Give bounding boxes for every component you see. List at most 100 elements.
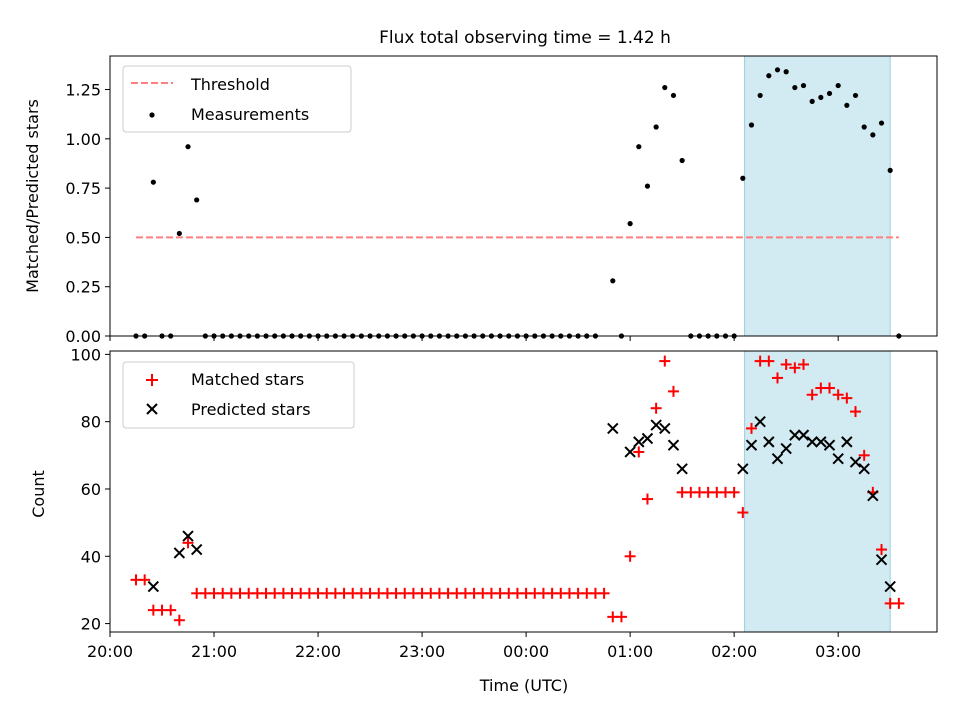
matched-star-point bbox=[780, 358, 792, 370]
top-y-ticks: 0.00 0.25 0.50 0.75 1.00 1.25 bbox=[65, 81, 110, 346]
measurement-point bbox=[826, 90, 833, 97]
figure-title: Flux total observing time = 1.42 h bbox=[379, 28, 671, 48]
measurement-point bbox=[774, 67, 781, 73]
predicted-star-point bbox=[659, 422, 671, 435]
legend-predicted-swatch bbox=[146, 403, 158, 415]
top-y-tick-label: 1.25 bbox=[65, 81, 101, 100]
legend-matched-swatch bbox=[146, 374, 158, 386]
predicted-star-point bbox=[884, 580, 896, 593]
measurement-point bbox=[740, 175, 746, 181]
legend-measurements-swatch bbox=[149, 112, 155, 118]
legend-matched-label: Matched stars bbox=[191, 370, 304, 389]
x-axis-label: Time (UTC) bbox=[479, 676, 568, 695]
measurement-point bbox=[636, 144, 642, 150]
matched-star-point bbox=[615, 611, 627, 623]
measurement-point bbox=[662, 84, 668, 91]
predicted-star-point bbox=[763, 436, 775, 448]
measurement-point bbox=[878, 120, 885, 126]
legend-predicted-label: Predicted stars bbox=[191, 400, 311, 419]
measurement-point bbox=[176, 230, 182, 237]
matched-star-point bbox=[798, 358, 810, 370]
matched-star-point bbox=[165, 604, 177, 616]
top-x-ticks bbox=[109, 336, 839, 341]
predicted-star-point bbox=[841, 436, 853, 448]
predicted-star-point bbox=[607, 422, 619, 435]
top-y-tick-label: 0.00 bbox=[65, 327, 101, 346]
predicted-star-point bbox=[789, 429, 801, 441]
matched-star-point bbox=[173, 614, 185, 626]
predicted-star-point bbox=[780, 442, 792, 455]
measurement-point bbox=[800, 82, 807, 89]
matched-stars-points bbox=[130, 355, 905, 626]
measurement-point bbox=[748, 122, 755, 128]
x-tick-label: 02:00 bbox=[711, 642, 757, 661]
measurement-point bbox=[783, 69, 789, 75]
top-y-axis-label: Matched/Predicted stars bbox=[23, 99, 42, 293]
predicted-star-point bbox=[667, 439, 680, 451]
bottom-y-tick-label: 100 bbox=[70, 345, 101, 364]
x-tick-label: 03:00 bbox=[815, 642, 861, 661]
predicted-star-point bbox=[849, 456, 862, 468]
matched-star-point bbox=[763, 355, 775, 367]
matched-star-point bbox=[745, 422, 757, 434]
matched-star-point bbox=[659, 355, 671, 367]
predicted-star-point bbox=[624, 446, 636, 458]
measurement-point bbox=[150, 179, 156, 185]
predicted-star-point bbox=[754, 415, 766, 428]
measurement-point bbox=[185, 144, 191, 150]
top-y-tick-label: 0.50 bbox=[65, 228, 101, 247]
legend-threshold-label: Threshold bbox=[190, 75, 270, 94]
matched-star-point bbox=[893, 597, 905, 609]
matched-star-point bbox=[737, 507, 749, 519]
top-y-tick-label: 0.25 bbox=[65, 278, 101, 297]
measurement-point bbox=[653, 124, 659, 130]
predicted-star-point bbox=[676, 463, 688, 475]
predicted-star-point bbox=[797, 429, 810, 441]
top-shaded-region bbox=[744, 55, 891, 337]
bottom-y-tick-label: 60 bbox=[81, 480, 101, 499]
x-tick-label: 21:00 bbox=[191, 642, 237, 661]
bottom-y-tick-label: 40 bbox=[81, 547, 101, 566]
matched-star-point bbox=[806, 389, 818, 401]
matched-star-point bbox=[841, 392, 853, 404]
predicted-star-point bbox=[815, 436, 827, 448]
measurement-point bbox=[844, 102, 850, 108]
measurement-point bbox=[870, 132, 876, 138]
bottom-y-tick-label: 20 bbox=[81, 615, 101, 634]
top-legend-box bbox=[122, 65, 352, 133]
bottom-axes-frame bbox=[109, 350, 938, 633]
matched-star-point bbox=[832, 389, 844, 401]
predicted-star-point bbox=[633, 436, 645, 448]
matched-star-point bbox=[771, 372, 783, 384]
matched-star-point bbox=[789, 362, 801, 374]
top-legend: Threshold Measurements bbox=[122, 65, 352, 133]
matched-star-point bbox=[850, 406, 862, 418]
x-tick-label: 01:00 bbox=[607, 642, 653, 661]
predicted-star-point bbox=[823, 439, 836, 451]
matched-star-point bbox=[624, 550, 636, 562]
legend-measurements-label: Measurements bbox=[191, 105, 309, 124]
matched-star-point bbox=[182, 537, 194, 549]
x-tick-label: 23:00 bbox=[399, 642, 445, 661]
measurements-points bbox=[133, 67, 902, 339]
measurement-point bbox=[670, 92, 677, 99]
measurement-point bbox=[644, 183, 651, 189]
predicted-stars-points bbox=[147, 415, 896, 593]
measurement-point bbox=[835, 82, 841, 89]
bottom-legend-box bbox=[122, 361, 355, 429]
measurement-point bbox=[792, 84, 798, 91]
bottom-x-ticks: 20:00 21:00 22:00 23:00 00:00 01:00 02:00 03:00 bbox=[87, 632, 861, 661]
predicted-star-point bbox=[641, 432, 654, 445]
measurement-point bbox=[887, 167, 893, 173]
matched-star-point bbox=[876, 544, 888, 556]
predicted-star-point bbox=[650, 419, 662, 431]
matched-star-point bbox=[650, 402, 662, 414]
top-y-tick-label: 0.75 bbox=[65, 179, 101, 198]
x-tick-label: 20:00 bbox=[87, 642, 133, 661]
predicted-star-point bbox=[806, 436, 818, 448]
measurement-point bbox=[766, 73, 772, 79]
predicted-star-point bbox=[832, 452, 844, 465]
predicted-star-point bbox=[875, 553, 888, 566]
measurement-point bbox=[679, 157, 685, 164]
